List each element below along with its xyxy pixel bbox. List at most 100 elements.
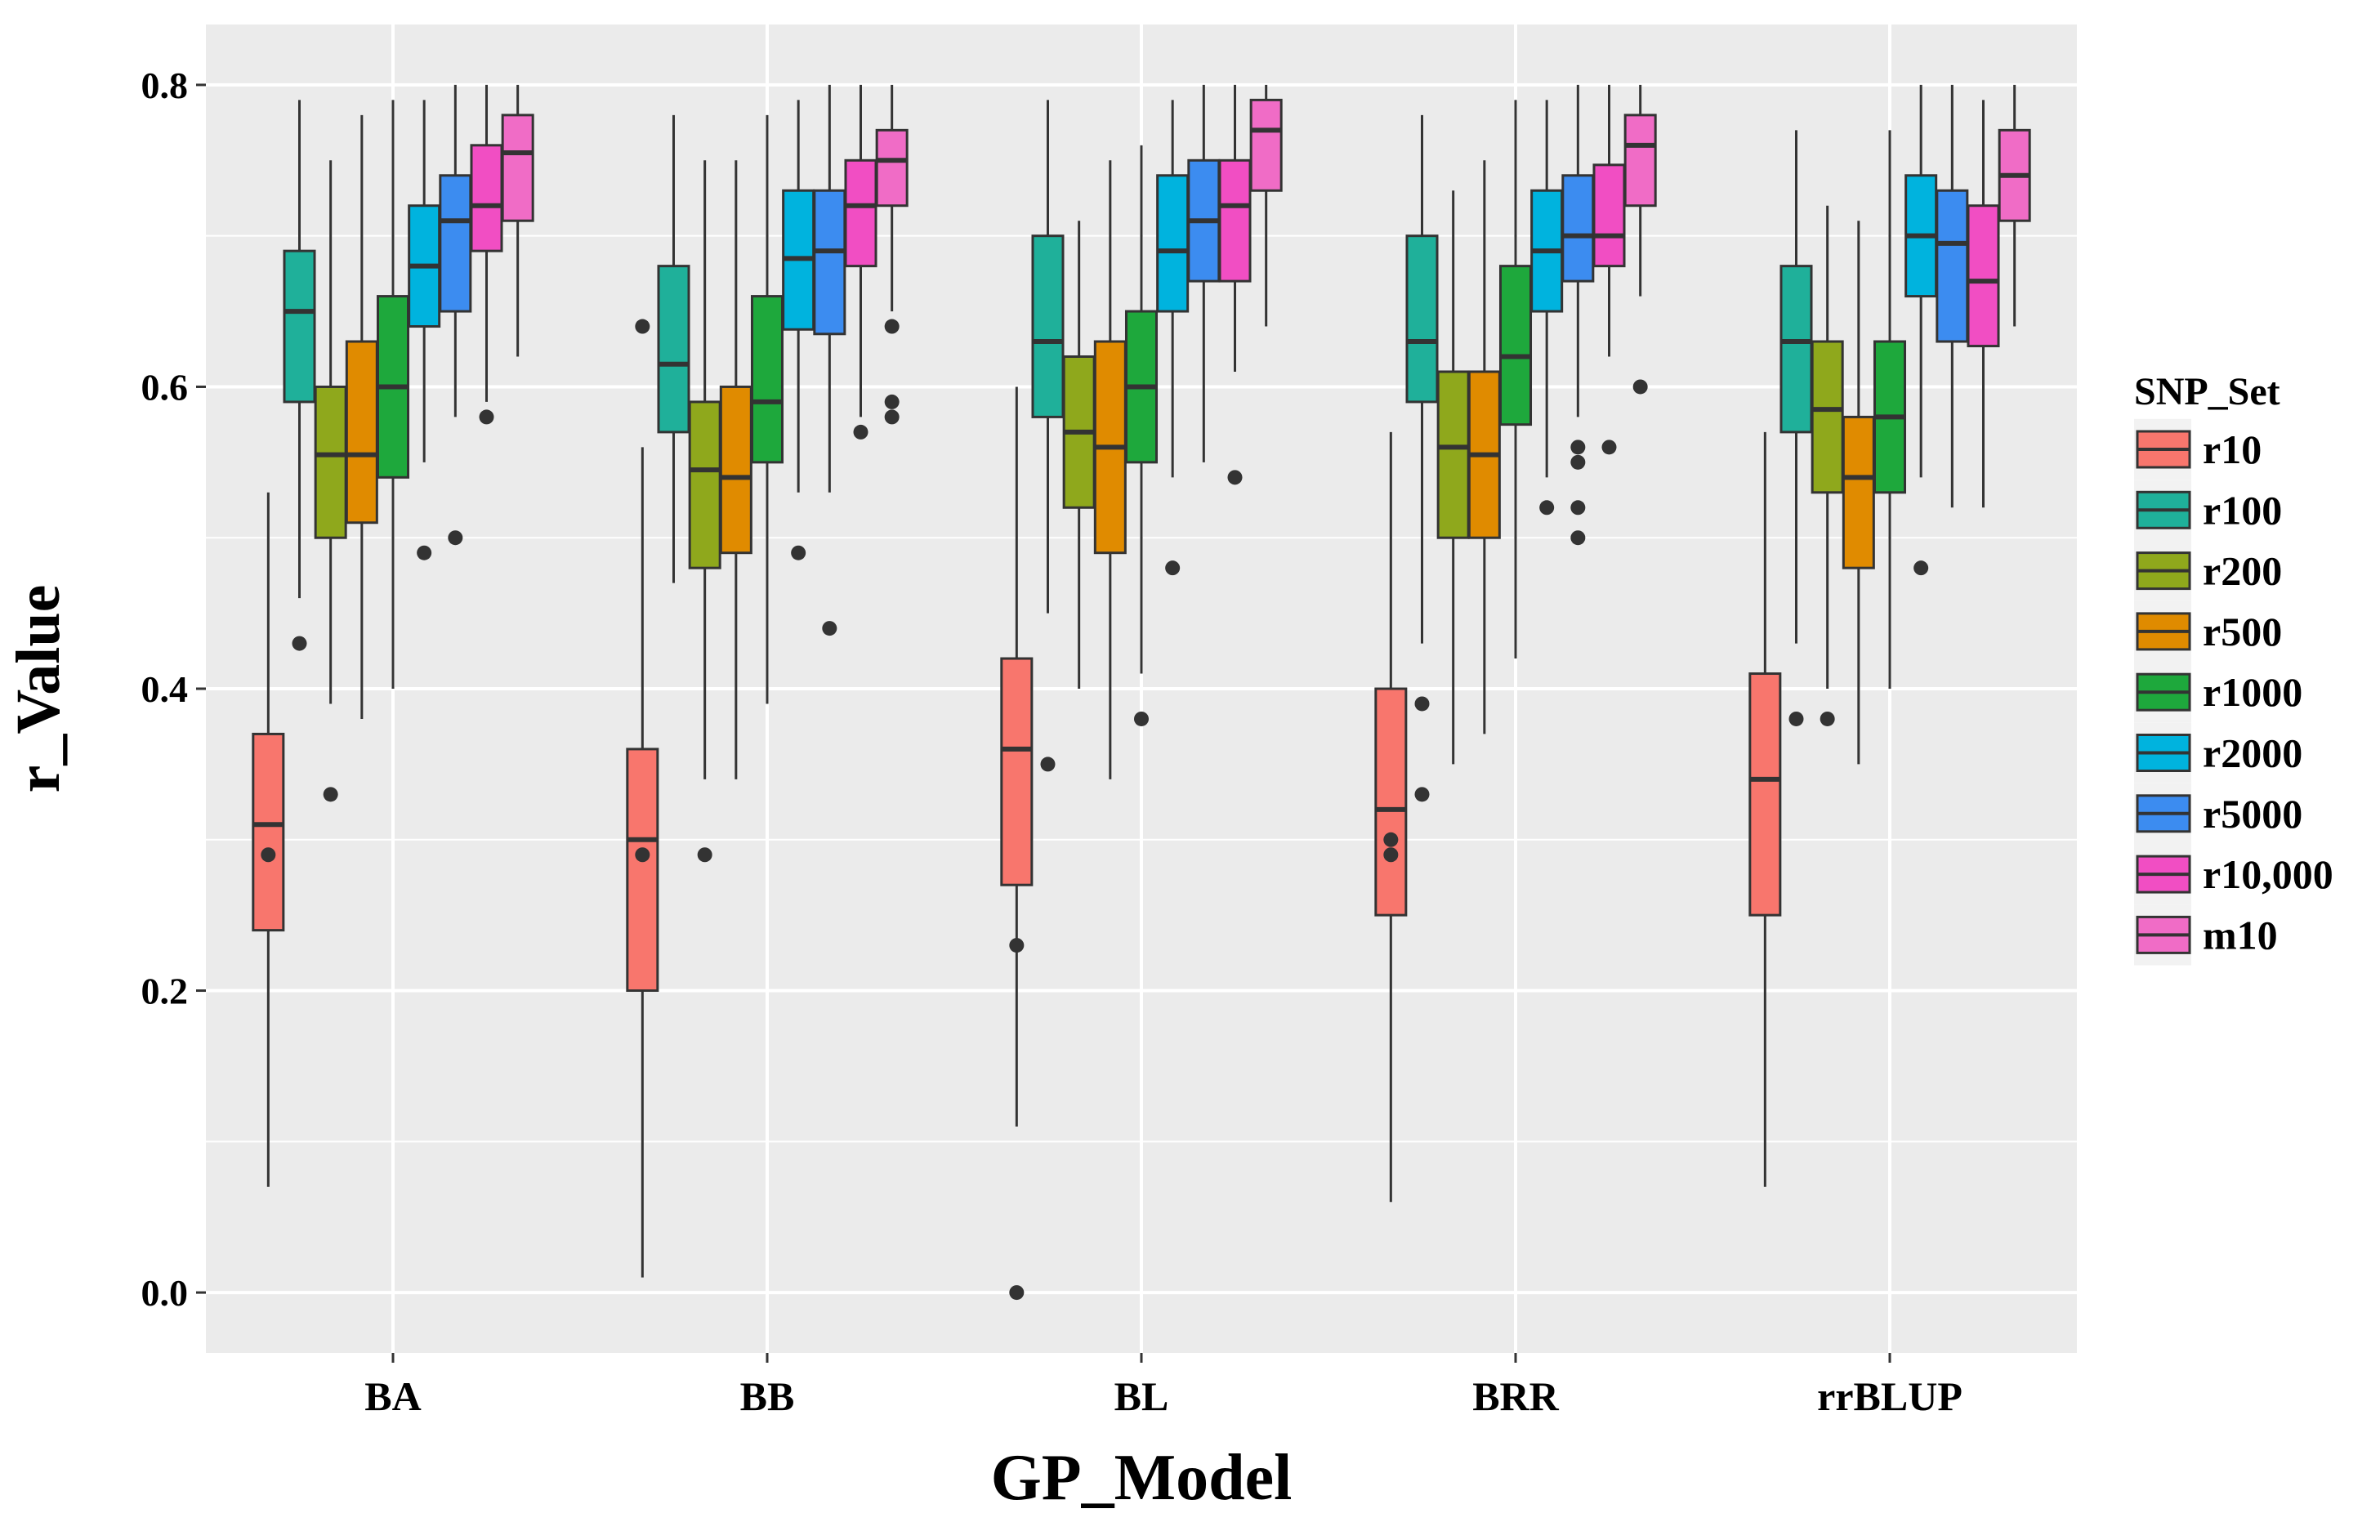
box-r10,000-BB [844, 84, 877, 440]
outlier-point [292, 636, 307, 651]
box-m10-BA [501, 84, 534, 357]
outlier-point [791, 545, 806, 560]
box-iqr [1218, 158, 1252, 283]
outlier-point [1040, 757, 1056, 772]
box-r100-BRR [1405, 114, 1439, 802]
box-r2000-BRR [1530, 100, 1564, 516]
legend-label: r100 [2203, 487, 2282, 533]
outlier-point [884, 319, 900, 334]
outlier-point [1570, 440, 1586, 455]
y-tick-label: 0.6 [141, 366, 189, 408]
legend-item: r200 [2134, 540, 2282, 601]
legend-label: m10 [2203, 912, 2278, 957]
box-iqr [688, 400, 721, 569]
box-r1000-rrBLUP [1873, 130, 1907, 689]
legend: SNP_Set r10r100r200r500r1000r2000r5000r1… [2134, 351, 2371, 997]
box-m10-BRR [1623, 84, 1657, 395]
outlier-point [884, 409, 900, 425]
box-iqr [345, 340, 378, 524]
box-iqr [1936, 189, 1969, 343]
box-r500-BRR [1467, 160, 1501, 734]
box-iqr [875, 128, 909, 208]
legend-item: r10,000 [2134, 843, 2333, 905]
box-iqr [439, 174, 472, 313]
box-r5000-BRR [1561, 84, 1595, 546]
box-r500-BA [345, 114, 378, 719]
box-iqr [657, 265, 690, 434]
box-iqr [1498, 265, 1533, 426]
box-iqr [1623, 114, 1657, 208]
y-axis: 0.0 0.2 0.4 0.6 0.8 [141, 65, 206, 1314]
box-iqr [1374, 687, 1408, 917]
outlier-point [822, 621, 837, 636]
box-iqr [719, 385, 752, 555]
outlier-point [1383, 832, 1399, 847]
outlier-point [1009, 1285, 1025, 1301]
box-iqr [1748, 672, 1782, 917]
x-tick-label: BL [1114, 1373, 1169, 1419]
box-iqr [750, 295, 784, 464]
box-r10,000-rrBLUP [1967, 100, 2000, 508]
outlier-point [1134, 711, 1149, 726]
box-r10-rrBLUP [1748, 431, 1782, 1187]
outlier-point [1570, 454, 1586, 470]
outlier-point [1383, 847, 1399, 863]
legend-item: r5000 [2134, 783, 2302, 844]
box-r100-BB [657, 114, 690, 583]
outlier-point [323, 787, 338, 802]
x-tick-label: BB [740, 1373, 795, 1419]
box-r10-BL [1000, 386, 1034, 1301]
box-iqr [1031, 234, 1065, 418]
box-iqr [1249, 98, 1283, 192]
box-iqr [1156, 174, 1190, 313]
box-r5000-BB [813, 84, 846, 636]
box-iqr [813, 189, 846, 336]
outlier-point [1820, 711, 1835, 726]
box-r1000-BL [1124, 145, 1159, 726]
x-axis: BA BB BL BRR rrBLUP [364, 1353, 1962, 1419]
box-m10-BB [875, 84, 909, 425]
box-r1000-BA [376, 100, 410, 689]
outlier-point [1601, 440, 1617, 455]
y-tick-label: 0.2 [141, 971, 189, 1012]
box-layer [252, 84, 2031, 1301]
box-r100-BL [1031, 100, 1065, 772]
box-r500-BB [719, 160, 752, 779]
legend-item: r2000 [2134, 722, 2302, 783]
outlier-point [261, 847, 276, 863]
outlier-point [884, 394, 900, 409]
box-iqr [1592, 163, 1626, 268]
box-iqr [1842, 415, 1875, 569]
legend-label: r1000 [2203, 669, 2302, 715]
box-iqr [1436, 370, 1470, 539]
box-iqr [1405, 234, 1439, 404]
outlier-point [1570, 530, 1586, 546]
box-r2000-BB [782, 100, 815, 560]
legend-item: r1000 [2134, 662, 2302, 723]
box-r100-BA [283, 100, 316, 651]
legend-label: r10,000 [2203, 851, 2333, 897]
outlier-point [635, 847, 650, 863]
outlier-point [1414, 696, 1430, 712]
outlier-point [1913, 560, 1929, 576]
y-tick-label: 0.0 [141, 1272, 189, 1314]
outlier-point [448, 530, 463, 546]
outlier-point [1570, 500, 1586, 516]
box-r500-BL [1093, 160, 1127, 779]
box-iqr [1811, 340, 1844, 494]
box-r10,000-BRR [1592, 84, 1626, 455]
outlier-point [479, 409, 494, 425]
legend-item: r100 [2134, 480, 2282, 541]
box-r10-BRR [1374, 431, 1408, 1203]
y-tick-label: 0.8 [141, 65, 189, 106]
legend-item: r10 [2134, 418, 2262, 480]
x-tick-label: BRR [1472, 1373, 1559, 1419]
y-tick-label: 0.4 [141, 668, 189, 710]
box-iqr [844, 158, 877, 268]
legend-item: m10 [2134, 904, 2278, 966]
box-iqr [1000, 657, 1034, 886]
box-r10,000-BL [1218, 84, 1252, 485]
outlier-point [1227, 470, 1243, 485]
box-r200-BRR [1436, 190, 1470, 765]
